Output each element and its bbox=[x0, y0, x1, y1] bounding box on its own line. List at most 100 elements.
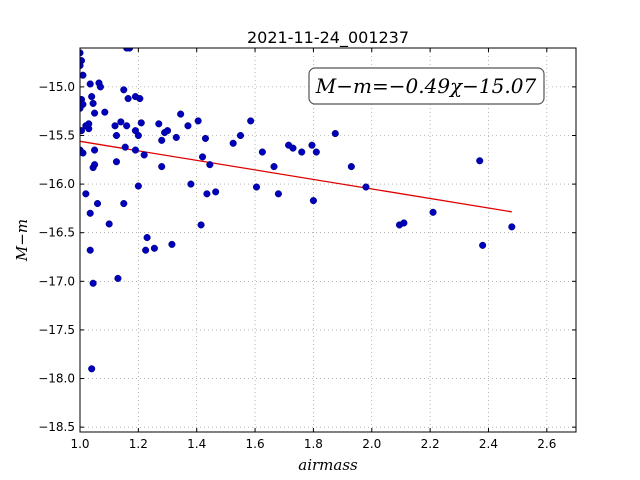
data-point bbox=[177, 110, 185, 118]
data-point bbox=[476, 157, 484, 165]
data-point bbox=[80, 149, 87, 157]
annotation-box: M−m=−0.49χ−15.07 bbox=[308, 67, 545, 105]
data-point bbox=[111, 122, 119, 130]
x-axis-label: airmass bbox=[298, 456, 358, 474]
data-point bbox=[80, 71, 87, 79]
data-point bbox=[158, 136, 166, 144]
data-point bbox=[429, 208, 437, 216]
data-point bbox=[258, 148, 266, 156]
data-point bbox=[80, 104, 84, 112]
data-point bbox=[274, 190, 282, 198]
data-point bbox=[247, 117, 255, 125]
data-point bbox=[89, 99, 97, 107]
data-point bbox=[112, 158, 121, 166]
data-point bbox=[270, 163, 278, 171]
data-point bbox=[136, 95, 144, 103]
fit-equation: M−m=−0.49χ−15.07 bbox=[315, 74, 537, 98]
y-tick-label: −18.5 bbox=[38, 420, 75, 434]
data-point bbox=[93, 199, 102, 208]
data-point bbox=[114, 274, 122, 282]
data-point bbox=[252, 183, 261, 191]
x-tick-label: 1.6 bbox=[246, 437, 265, 451]
y-tick-label: −16.5 bbox=[38, 226, 75, 240]
y-axis-label: M−m bbox=[13, 219, 31, 262]
grid bbox=[79, 48, 576, 432]
data-point bbox=[80, 127, 86, 135]
data-point bbox=[80, 61, 84, 70]
data-point bbox=[155, 120, 163, 128]
data-point bbox=[117, 118, 125, 126]
data-point bbox=[362, 183, 370, 191]
data-point bbox=[121, 143, 129, 151]
data-point bbox=[123, 122, 131, 130]
y-tick-label: −18.0 bbox=[38, 372, 75, 386]
data-point bbox=[308, 141, 316, 149]
x-tick-label: 2.2 bbox=[421, 437, 440, 451]
data-point bbox=[143, 234, 151, 242]
data-point bbox=[508, 223, 516, 231]
data-point bbox=[142, 246, 150, 254]
y-tick-label: −15.0 bbox=[38, 80, 75, 94]
x-tick-label: 1.4 bbox=[187, 437, 206, 451]
data-point bbox=[203, 190, 211, 198]
x-tick-label: 1.2 bbox=[129, 437, 148, 451]
data-point bbox=[400, 219, 408, 227]
data-point bbox=[298, 148, 306, 156]
x-tick-label: 1.8 bbox=[304, 437, 323, 451]
data-point bbox=[187, 180, 195, 188]
data-point bbox=[150, 244, 158, 252]
x-tick-label: 2.6 bbox=[537, 437, 556, 451]
data-point bbox=[89, 279, 97, 287]
data-point bbox=[197, 221, 205, 229]
data-point bbox=[312, 148, 320, 156]
data-point bbox=[91, 161, 99, 169]
data-point bbox=[96, 83, 104, 91]
data-point bbox=[80, 49, 84, 57]
data-point bbox=[194, 117, 202, 125]
axis-ticks: 1.0 1.2 1.4 1.6 1.8 2.0 2.2 2.4 2.6 −15.0 −15.5 −16… bbox=[38, 48, 576, 451]
data-point bbox=[134, 182, 142, 190]
y-tick-label: −15.5 bbox=[38, 128, 75, 142]
data-point bbox=[88, 93, 96, 101]
data-point bbox=[163, 127, 172, 135]
data-point bbox=[168, 240, 176, 248]
data-point bbox=[201, 134, 210, 142]
data-point bbox=[198, 153, 207, 161]
fit-line bbox=[79, 140, 512, 213]
data-point bbox=[120, 86, 128, 94]
data-point bbox=[229, 139, 237, 147]
data-point bbox=[137, 119, 145, 127]
data-point bbox=[101, 108, 109, 116]
data-points bbox=[80, 40, 516, 373]
y-tick-label: −16.0 bbox=[38, 177, 75, 191]
chart-title: 2021-11-24_001237 bbox=[247, 28, 409, 48]
data-point bbox=[105, 220, 113, 228]
data-point bbox=[131, 146, 139, 154]
data-point bbox=[86, 209, 94, 217]
data-point bbox=[331, 129, 339, 138]
data-point bbox=[289, 144, 297, 152]
data-point bbox=[206, 161, 214, 169]
data-point bbox=[91, 109, 99, 117]
x-tick-label: 2.0 bbox=[362, 437, 381, 451]
data-point bbox=[86, 246, 94, 254]
data-point bbox=[479, 241, 487, 249]
data-point bbox=[184, 122, 192, 130]
data-point bbox=[122, 40, 129, 47]
x-tick-label: 2.4 bbox=[479, 437, 498, 451]
fit-line-group bbox=[79, 140, 512, 213]
data-point bbox=[158, 163, 166, 171]
data-point bbox=[120, 199, 128, 208]
data-point bbox=[140, 151, 148, 159]
data-point bbox=[236, 131, 245, 140]
data-point bbox=[88, 365, 96, 373]
y-tick-label: −17.5 bbox=[38, 323, 75, 337]
data-point bbox=[91, 146, 99, 154]
data-point bbox=[112, 131, 121, 140]
data-point bbox=[309, 197, 317, 205]
data-point bbox=[134, 131, 142, 140]
data-point bbox=[82, 190, 90, 198]
data-point bbox=[347, 163, 355, 171]
data-point bbox=[124, 95, 132, 103]
